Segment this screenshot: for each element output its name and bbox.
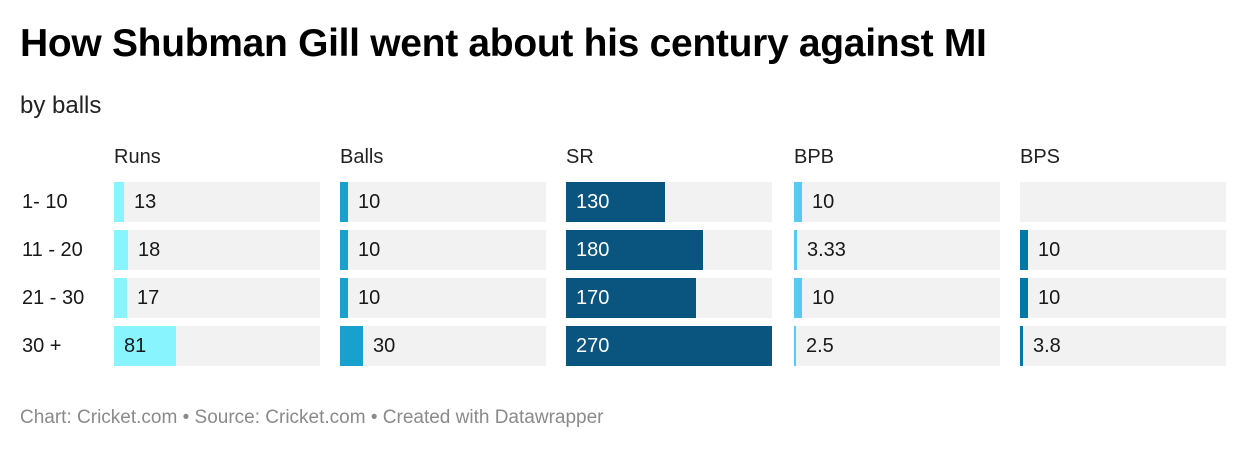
value-label: 10 [358,239,381,261]
column-header: BPS [1020,146,1061,168]
bar-track: 3.33 [794,230,1000,270]
bar-track: 10 [340,278,546,318]
bar-track: 10 [794,278,1000,318]
bar [1020,230,1028,270]
value-label: 2.5 [806,335,834,357]
value-label: 18 [138,239,161,261]
bar [794,182,802,222]
row-label: 30 + [22,335,62,357]
bar-track: 180 [566,230,772,270]
bar-track: 10 [1020,230,1226,270]
bar [340,230,348,270]
bar-track: 130 [566,182,772,222]
bar-track: 10 [340,182,546,222]
bar-track: 30 [340,326,546,366]
bar [114,182,124,222]
row-label: 21 - 30 [22,287,85,309]
bar [340,326,363,366]
chart-title: How Shubman Gill went about his century … [20,22,987,65]
bar-track: 270 [566,326,772,366]
bar-track: 2.5 [794,326,1000,366]
bar-track: 3.8 [1020,326,1226,366]
bar [340,278,348,318]
bar [794,230,797,270]
value-label: 10 [1038,287,1061,309]
bar-track: 170 [566,278,772,318]
bar [114,278,127,318]
value-label: 10 [812,287,835,309]
value-label: 3.33 [807,239,846,261]
value-label: 13 [134,191,157,213]
bar [794,278,802,318]
value-label: 17 [137,287,160,309]
column-header: SR [566,146,594,168]
value-label: 10 [812,191,835,213]
bar [1020,278,1028,318]
value-label: 180 [576,239,610,261]
bar [340,182,348,222]
value-label: 10 [358,287,381,309]
bar [566,230,703,270]
value-label: 3.8 [1033,335,1061,357]
value-label: 130 [576,191,610,213]
row-label: 1- 10 [22,191,68,213]
column-header: BPB [794,146,835,168]
value-label: 81 [124,335,147,357]
bar-track [1020,182,1226,222]
bar-track: 13 [114,182,320,222]
bar-track: 17 [114,278,320,318]
bar-track: 10 [794,182,1000,222]
bar [566,326,772,366]
value-label: 10 [358,191,381,213]
bar [566,182,665,222]
column-header: Balls [340,146,384,168]
bar-track: 10 [340,230,546,270]
value-label: 170 [576,287,610,309]
bar [794,326,796,366]
value-label: 270 [576,335,610,357]
bar [114,230,128,270]
value-label: 10 [1038,239,1061,261]
bar-track: 10 [1020,278,1226,318]
bar-track: 81 [114,326,320,366]
value-label: 30 [373,335,396,357]
bar [566,278,696,318]
chart-subtitle: by balls [20,92,102,119]
bar-track: 18 [114,230,320,270]
row-label: 11 - 20 [22,239,83,261]
column-header: Runs [114,146,161,168]
bar [1020,326,1023,366]
chart-footer: Chart: Cricket.com • Source: Cricket.com… [20,407,604,428]
bar [114,326,176,366]
